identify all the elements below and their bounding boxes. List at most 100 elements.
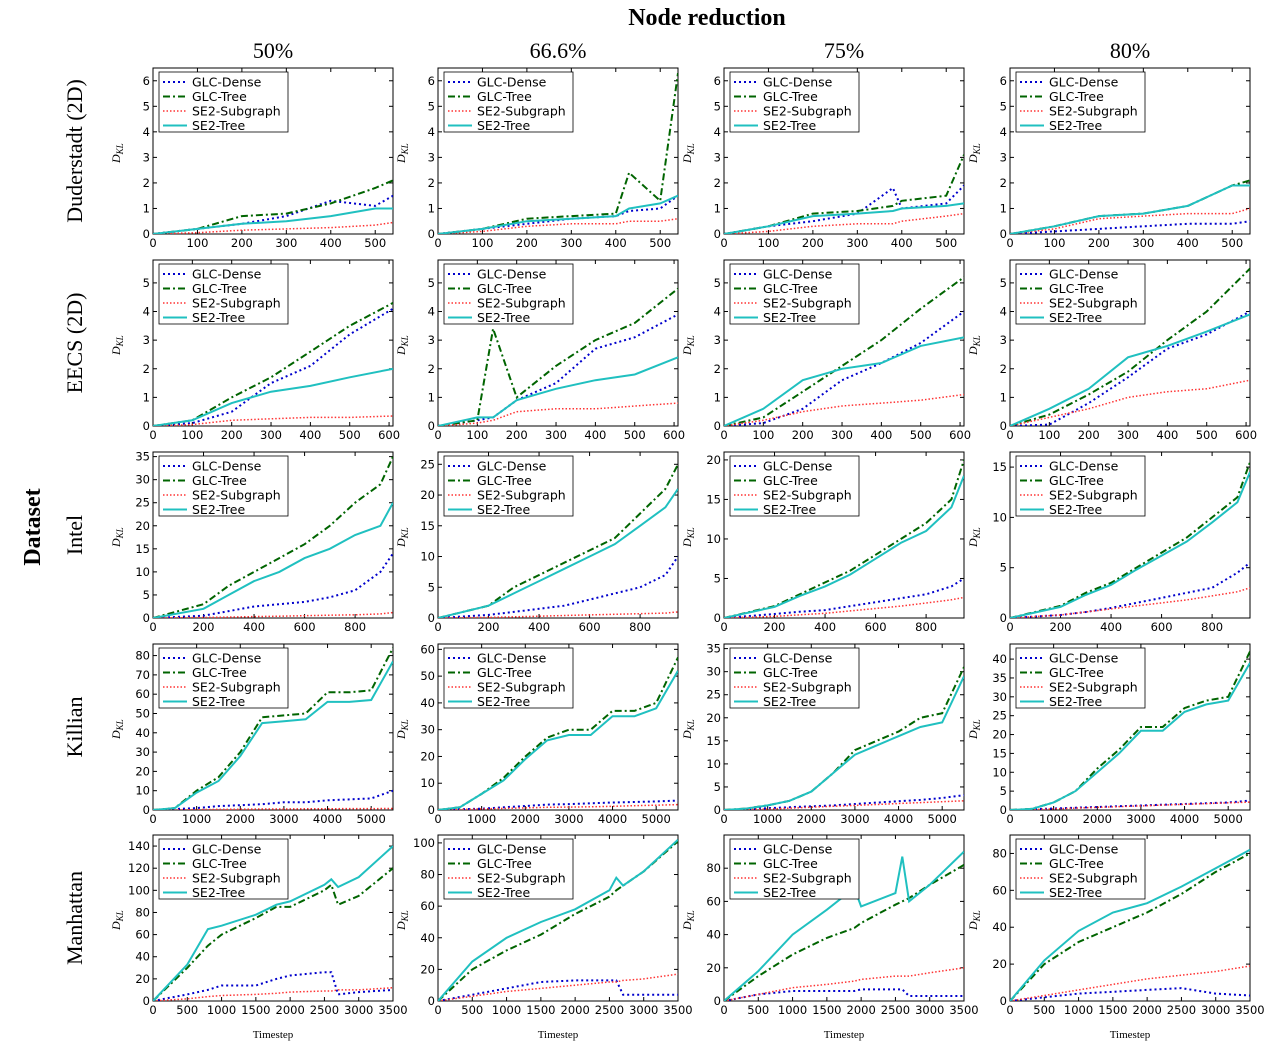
y-tick-label: 20: [420, 962, 435, 976]
y-tick-label: 3: [1000, 333, 1007, 347]
y-tick-label: 1: [143, 201, 150, 215]
legend-box: [158, 647, 289, 709]
x-tick-label: 0: [1006, 620, 1013, 634]
x-tick-label: 100: [186, 236, 208, 250]
y-tick-label: 80: [420, 868, 435, 882]
x-tick-label: 600: [663, 428, 685, 442]
x-tick-label: 200: [221, 428, 243, 442]
y-axis-label-subscript: KL: [115, 335, 125, 347]
x-tick-label: 200: [478, 620, 500, 634]
series-line: [1010, 310, 1250, 426]
legend-label: GLC-Tree: [477, 473, 532, 488]
subplot: 0 100 200 300 400 500 0 1 2 3 4 5 6 DKL GLC-DenseGLC-T…: [680, 67, 965, 250]
legend-label: SE2-Subgraph: [763, 488, 852, 503]
y-tick-label: 3: [428, 150, 435, 164]
x-tick-label: 100: [181, 428, 203, 442]
legend-label: SE2-Subgraph: [763, 871, 852, 886]
y-tick-label: 4: [1000, 125, 1007, 139]
x-tick-label: 200: [792, 428, 814, 442]
series-line: [1010, 379, 1250, 426]
series-line: [724, 393, 964, 426]
series-line: [724, 800, 964, 810]
x-tick-label: 100: [471, 236, 493, 250]
y-axis-label-subscript: KL: [686, 910, 696, 922]
y-axis-label-subscript: KL: [686, 335, 696, 347]
y-tick-label: 4: [428, 305, 435, 319]
y-tick-label: 15: [992, 746, 1007, 760]
legend-label: SE2-Subgraph: [763, 680, 852, 695]
x-tick-label: 0: [1006, 428, 1013, 442]
legend-label: SE2-Tree: [763, 310, 817, 325]
y-axis-label: DKL: [394, 527, 410, 548]
x-tick-label: 300: [560, 236, 582, 250]
legend-box: [443, 455, 574, 517]
y-tick-label: 10: [135, 565, 150, 579]
y-tick-label: 60: [992, 883, 1007, 897]
y-tick-label: 3: [143, 150, 150, 164]
x-tick-label: 3000: [1201, 1003, 1230, 1017]
x-tick-label: 600: [865, 620, 887, 634]
x-tick-label: 600: [294, 620, 316, 634]
y-tick-label: 4: [143, 305, 150, 319]
legend-box: [158, 455, 289, 517]
x-tick-label: 0: [149, 236, 156, 250]
y-tick-label: 1: [714, 201, 721, 215]
subplot: 0 100 200 300 400 500 600 0 1 2 3 4 5 DKL GLC-DenseGLC…: [966, 259, 1257, 442]
x-tick-label: 3000: [344, 1003, 373, 1017]
y-axis-label: DKL: [680, 910, 696, 931]
y-tick-label: 5: [428, 580, 435, 594]
y-tick-label: 2: [143, 362, 150, 376]
y-tick-label: 20: [706, 961, 721, 975]
series-line: [153, 179, 393, 234]
y-tick-label: 0: [714, 611, 721, 625]
legend-label: GLC-Tree: [192, 665, 247, 680]
y-tick-label: 30: [706, 665, 721, 679]
series-line: [153, 221, 393, 234]
series-line: [724, 202, 964, 234]
y-tick-label: 0: [428, 419, 435, 433]
x-tick-label: 5000: [928, 812, 957, 826]
legend-label: GLC-Dense: [477, 75, 547, 90]
y-tick-label: 25: [135, 496, 150, 510]
y-axis-label-subscript: KL: [686, 143, 696, 155]
x-tick-label: 500: [1033, 1003, 1055, 1017]
x-tick-label: 500: [649, 236, 671, 250]
y-tick-label: 5: [714, 780, 721, 794]
y-tick-label: 25: [706, 688, 721, 702]
x-tick-label: 500: [935, 236, 957, 250]
x-tick-label: 300: [1117, 428, 1139, 442]
x-tick-label: 400: [299, 428, 321, 442]
x-tick-label: 0: [434, 236, 441, 250]
x-tick-label: 2000: [847, 1003, 876, 1017]
x-tick-label: 200: [193, 620, 215, 634]
y-tick-label: 20: [420, 488, 435, 502]
y-axis-label: DKL: [109, 910, 125, 931]
y-tick-label: 6: [714, 74, 721, 88]
legend-label: GLC-Tree: [192, 281, 247, 296]
series-line: [153, 367, 393, 426]
x-tick-label: 400: [1100, 620, 1122, 634]
y-tick-label: 4: [714, 305, 721, 319]
x-tick-label: 100: [757, 236, 779, 250]
x-tick-label: 1500: [526, 1003, 555, 1017]
y-tick-label: 1: [428, 390, 435, 404]
x-tick-label: 400: [605, 236, 627, 250]
y-tick-label: 0: [143, 419, 150, 433]
y-tick-label: 20: [706, 453, 721, 467]
row-label: EECS (2D): [62, 293, 87, 394]
y-tick-label: 2: [1000, 176, 1007, 190]
y-axis-label-subscript: KL: [686, 719, 696, 731]
legend-label: SE2-Tree: [477, 118, 531, 133]
series-line: [1010, 561, 1250, 618]
y-tick-label: 3: [143, 333, 150, 347]
subplot: 0 100 200 300 400 500 600 0 1 2 3 4 5 DKL GLC-DenseGLC…: [394, 259, 685, 442]
x-tick-label: 0: [720, 1003, 727, 1017]
y-axis-label: DKL: [680, 719, 696, 740]
y-tick-label: 25: [420, 457, 435, 471]
y-tick-label: 35: [706, 642, 721, 656]
legend-label: GLC-Tree: [477, 856, 532, 871]
legend-label: SE2-Subgraph: [192, 871, 281, 886]
series-line: [153, 415, 393, 426]
legend-label: GLC-Tree: [477, 665, 532, 680]
y-tick-label: 80: [135, 649, 150, 663]
